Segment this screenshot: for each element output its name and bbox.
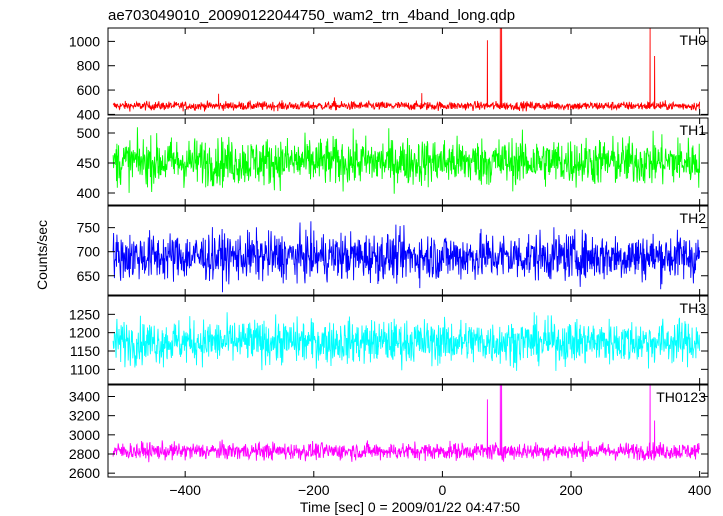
x-tick-label: 200: [559, 482, 583, 498]
x-tick-label: 400: [688, 482, 712, 498]
panel-frame: [107, 295, 709, 385]
series-line-th0: [112, 27, 701, 112]
y-tick-label: 700: [77, 244, 101, 260]
y-tick-label: 600: [77, 82, 101, 98]
panel-label-th3: TH3: [680, 300, 707, 316]
panel-frame: [107, 384, 709, 478]
panel-label-th0123: TH0123: [656, 389, 706, 405]
y-tick-label: 2800: [69, 446, 100, 462]
y-tick-label: 450: [77, 155, 101, 171]
y-axis-label: Counts/sec: [34, 220, 50, 290]
panel-label-th0: TH0: [680, 32, 707, 48]
y-tick-label: 3200: [69, 408, 100, 424]
y-tick-label: 400: [77, 106, 101, 122]
y-tick-label: 800: [77, 58, 101, 74]
series-line-th3: [112, 312, 701, 371]
panel-frame: [107, 205, 709, 296]
y-tick-label: 650: [77, 268, 101, 284]
y-tick-label: 1100: [70, 361, 100, 377]
y-tick-label: 1150: [70, 343, 100, 359]
panels-group: 400 600 800 1000 TH0 400 450 500 TH1 650 700 750 TH2…: [69, 27, 712, 498]
y-tick-label: 500: [77, 125, 101, 141]
y-tick-label: 1250: [69, 306, 100, 322]
x-tick-label: −400: [169, 482, 201, 498]
series-line-th0123: [112, 384, 701, 463]
series-line-th1: [112, 127, 701, 194]
panel-label-th2: TH2: [680, 210, 707, 226]
y-tick-label: 400: [77, 185, 101, 201]
panel-frame: [107, 27, 709, 116]
y-tick-label: 2600: [69, 465, 100, 481]
series-line-th2: [112, 221, 701, 293]
panel-label-th1: TH1: [680, 122, 707, 138]
x-tick-label: −200: [298, 482, 330, 498]
chart-title: ae703049010_20090122044750_wam2_trn_4ban…: [108, 7, 515, 24]
y-tick-label: 1000: [69, 33, 100, 49]
x-axis-label: Time [sec] 0 = 2009/01/22 04:47:50: [300, 499, 520, 515]
y-tick-label: 3000: [69, 427, 100, 443]
panel-frame: [107, 117, 709, 206]
x-tick-label: 0: [439, 482, 447, 498]
y-tick-label: 750: [77, 220, 101, 236]
y-tick-label: 3400: [69, 389, 100, 405]
y-tick-label: 1200: [69, 325, 100, 341]
